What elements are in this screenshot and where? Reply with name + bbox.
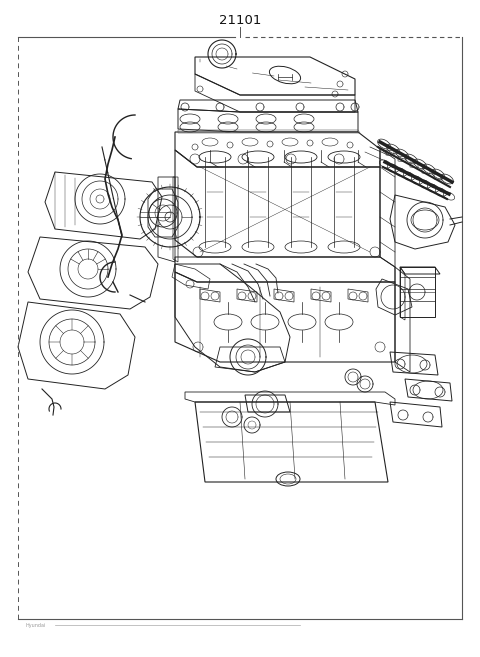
Text: 21101: 21101 — [219, 14, 261, 28]
Text: Hyundai: Hyundai — [25, 622, 46, 627]
